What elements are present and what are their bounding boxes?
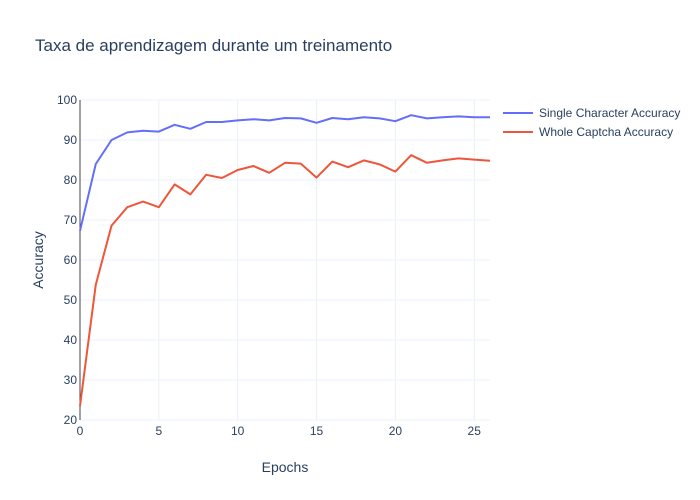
x-tick-label: 25: [468, 424, 482, 438]
grid: [79, 99, 490, 421]
legend-label: Single Character Accuracy: [539, 106, 680, 120]
legend[interactable]: Single Character Accuracy Whole Captcha A…: [503, 106, 680, 139]
y-tick-label: 60: [64, 253, 78, 267]
x-tick-label: 10: [231, 424, 245, 438]
y-tick-label: 40: [64, 333, 78, 347]
series-line-2: [79, 154, 491, 407]
series-line-1: [79, 114, 490, 232]
y-tick-label: 70: [64, 213, 78, 227]
y-tick-label: 100: [57, 93, 77, 107]
y-tick-label: 20: [64, 413, 78, 427]
axis-ticks: 20 30 40 50 60 70 80 90 100 0 5 10 15 20 25: [57, 93, 481, 438]
plot-area: [79, 114, 491, 407]
y-tick-label: 30: [64, 373, 78, 387]
y-axis-title: Accuracy: [30, 231, 46, 289]
legend-label: Whole Captcha Accuracy: [539, 125, 673, 139]
y-tick-label: 50: [64, 293, 78, 307]
y-tick-label: 80: [64, 173, 78, 187]
x-tick-label: 15: [310, 424, 324, 438]
x-tick-label: 5: [156, 424, 163, 438]
x-tick-label: 20: [389, 424, 403, 438]
legend-item[interactable]: Single Character Accuracy: [503, 106, 680, 120]
chart-title: Taxa de aprendizagem durante um treiname…: [35, 36, 392, 55]
legend-item[interactable]: Whole Captcha Accuracy: [503, 125, 673, 139]
x-tick-label: 0: [77, 424, 84, 438]
x-axis-title: Epochs: [262, 459, 309, 475]
y-tick-label: 90: [64, 133, 78, 147]
